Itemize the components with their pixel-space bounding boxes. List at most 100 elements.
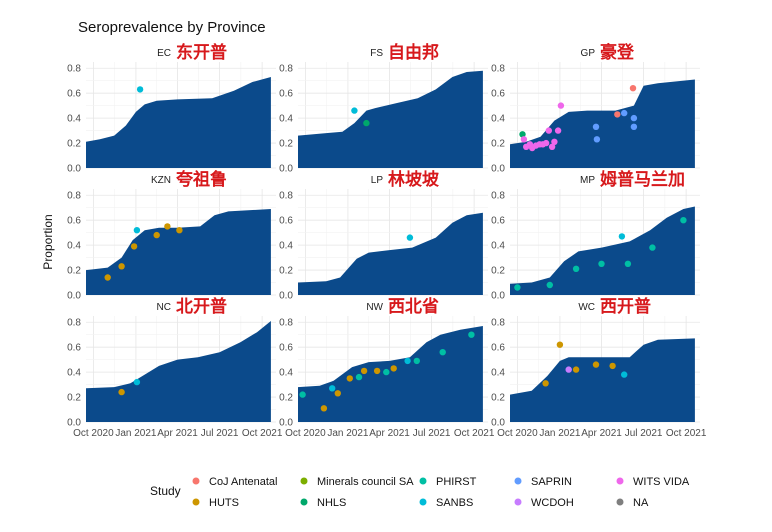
y-tick-label: 0.0 [67, 164, 81, 175]
panel-chinese-label: 东开普 [176, 42, 227, 63]
legend-label: NA [633, 497, 649, 509]
x-tick-label: Oct 2020 [497, 428, 538, 439]
legend-label: PHIRST [436, 476, 477, 488]
legend-item: WCDOH [514, 497, 574, 509]
data-point [629, 85, 637, 92]
data-point [439, 349, 446, 356]
data-point [104, 274, 111, 281]
data-point [557, 102, 565, 109]
x-tick-label: Jul 2021 [625, 428, 663, 439]
x-tick-label: Jul 2021 [201, 428, 239, 439]
y-tick-label: 0.4 [279, 114, 293, 125]
x-tick-label: Oct 2021 [242, 428, 283, 439]
y-tick-label: 0.0 [491, 418, 505, 429]
data-point [299, 391, 306, 398]
panel-chinese-label: 西开普 [600, 296, 651, 317]
data-point [542, 139, 550, 147]
data-point [630, 114, 638, 122]
y-tick-label: 0.2 [491, 266, 505, 277]
x-tick-label: Apr 2021 [581, 428, 622, 439]
y-tick-label: 0.0 [491, 291, 505, 302]
legend-key [616, 498, 624, 506]
panel-code-label: GP [581, 48, 596, 59]
data-point [346, 375, 353, 382]
legend-key [616, 477, 624, 485]
x-tick-label: Oct 2021 [666, 428, 707, 439]
panel-chinese-label: 豪登 [600, 42, 635, 63]
y-tick-label: 0.6 [67, 216, 81, 227]
panel-gp: GP 豪登 0.0 0.2 0.4 0.6 0.8 [491, 42, 700, 175]
data-point [351, 107, 358, 114]
y-tick-label: 0.0 [67, 418, 81, 429]
data-point [554, 127, 562, 134]
seroprevalence-area [86, 321, 271, 422]
data-point [133, 378, 141, 386]
y-tick-label: 0.8 [279, 318, 293, 329]
legend-item: NHLS [300, 497, 346, 509]
legend: Study CoJ Antenatal HUTS Minerals council … [150, 476, 690, 509]
data-point [565, 366, 572, 373]
y-tick-label: 0.4 [67, 241, 81, 252]
data-point [404, 357, 411, 365]
seroprevalence-area [510, 338, 695, 422]
data-point [598, 260, 605, 267]
seroprevalence-area [510, 79, 695, 168]
data-point [363, 119, 370, 127]
panel-chinese-label: 姆普马兰加 [600, 169, 685, 190]
legend-key [514, 498, 522, 506]
data-point [390, 365, 397, 372]
data-point [542, 380, 549, 387]
y-tick-label: 0.8 [491, 64, 505, 75]
legend-item: WITS VIDA [616, 476, 690, 488]
legend-key [192, 498, 200, 506]
legend-item: SANBS [419, 497, 473, 509]
study-points [514, 217, 687, 291]
data-point [621, 371, 628, 378]
seroprevalence-area [86, 77, 271, 168]
panel-code-label: LP [371, 175, 384, 186]
study-points [519, 85, 638, 152]
panel-code-label: EC [157, 48, 171, 59]
data-point [621, 109, 628, 117]
data-point [373, 367, 381, 375]
data-point [593, 136, 601, 143]
y-tick-label: 0.0 [67, 291, 81, 302]
legend-label: SAPRIN [531, 476, 572, 488]
seroprevalence-area [298, 326, 483, 422]
panel-code-label: NW [366, 302, 383, 313]
y-tick-label: 0.4 [491, 241, 505, 252]
legend-item: HUTS [192, 497, 239, 509]
y-tick-label: 0.0 [491, 164, 505, 175]
y-tick-label: 0.4 [67, 114, 81, 125]
data-point [680, 217, 687, 224]
study-points [351, 107, 370, 127]
legend-label: HUTS [209, 497, 239, 509]
y-tick-label: 0.8 [279, 191, 293, 202]
x-tick-label: Jan 2021 [539, 428, 581, 439]
panel-code-label: KZN [151, 175, 171, 186]
legend-key [300, 477, 308, 485]
legend-key [419, 477, 427, 485]
panel-mp: MP 姆普马兰加 0.0 0.2 0.4 0.6 0.8 [491, 169, 700, 302]
x-tick-label: Oct 2020 [73, 428, 114, 439]
y-tick-label: 0.2 [491, 139, 505, 150]
y-tick-label: 0.0 [279, 418, 293, 429]
panel-code-label: FS [370, 48, 383, 59]
panel-code-label: NC [157, 302, 171, 313]
panel-code-label: MP [580, 175, 595, 186]
data-point [592, 123, 600, 130]
y-tick-label: 0.6 [67, 89, 81, 100]
panel-kzn: KZN 夸祖鲁 0.0 0.2 0.4 0.6 0.8 [67, 169, 276, 302]
legend-item: PHIRST [419, 476, 477, 488]
study-points [136, 86, 144, 93]
panel-fs: FS 自由邦 0.0 0.2 0.4 0.6 0.8 [279, 42, 488, 175]
data-point [614, 111, 621, 118]
data-point [618, 233, 626, 240]
legend-item: SAPRIN [514, 476, 572, 488]
y-tick-label: 0.6 [279, 216, 293, 227]
seroprevalence-area [86, 209, 271, 295]
chart-title: Seroprevalence by Province [78, 19, 266, 36]
seroprevalence-area [298, 212, 483, 295]
legend-key [419, 498, 427, 506]
legend-label: NHLS [317, 497, 346, 509]
